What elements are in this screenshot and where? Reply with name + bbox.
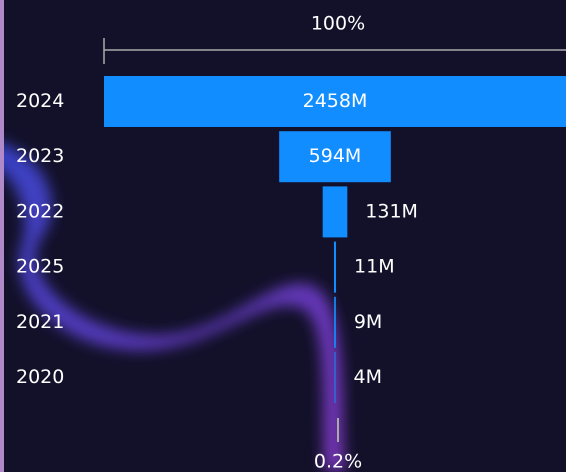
value-label: 11M	[354, 256, 395, 278]
value-label: 594M	[309, 145, 362, 167]
funnel-bar	[104, 76, 566, 127]
category-label: 2020	[16, 366, 64, 388]
value-label: 4M	[354, 366, 382, 388]
value-label: 2458M	[303, 90, 368, 112]
bottom-percent-label: 0.2%	[314, 451, 362, 472]
top-percent-label: 100%	[311, 13, 365, 35]
funnel-bar	[279, 131, 391, 183]
category-label: 2025	[16, 256, 64, 278]
category-label: 2021	[16, 311, 64, 333]
funnel-bar	[334, 296, 336, 348]
funnel-bar	[333, 241, 337, 293]
value-label: 9M	[354, 311, 382, 333]
category-label: 2022	[16, 200, 64, 222]
category-label: 2024	[16, 90, 64, 112]
category-label: 2023	[16, 145, 64, 167]
funnel-bar	[322, 186, 348, 238]
funnel-bar	[334, 352, 336, 403]
value-label: 131M	[365, 200, 418, 222]
background-swirl	[0, 142, 345, 472]
left-border	[0, 0, 4, 472]
